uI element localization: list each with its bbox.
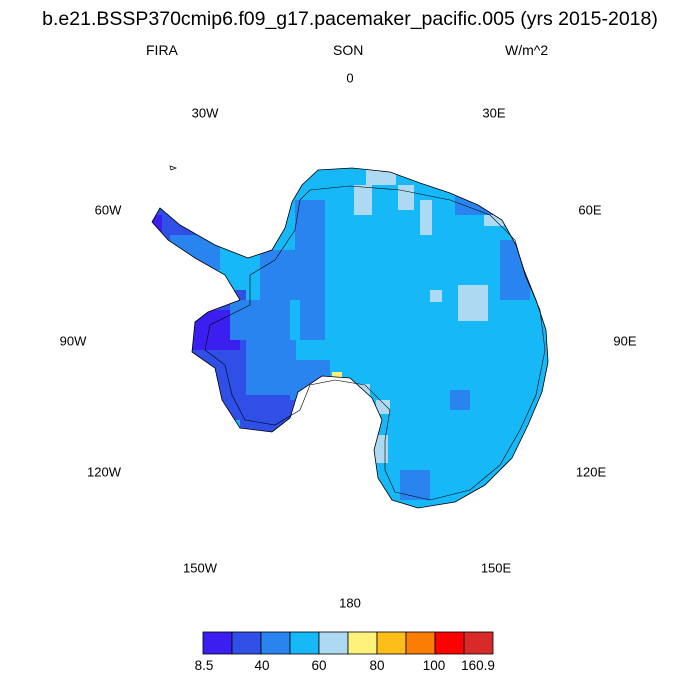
map-cell <box>300 290 325 340</box>
lon-label-120w: 120W <box>87 464 121 480</box>
map-cell <box>430 290 442 302</box>
map-cell <box>450 390 470 410</box>
lon-label-150w: 150W <box>183 560 217 576</box>
variable-label: FIRA <box>146 42 178 58</box>
colorbar-box <box>231 631 262 655</box>
island-outline <box>169 165 178 171</box>
grounding-line <box>204 185 546 501</box>
colorbar-box <box>289 631 320 655</box>
lon-label-30e: 30E <box>482 105 506 121</box>
lon-label-180: 180 <box>339 595 361 611</box>
season-label: SON <box>333 42 364 58</box>
map-cell <box>366 170 396 185</box>
lon-label-60w: 60W <box>94 202 122 218</box>
colorbar-box <box>376 631 407 655</box>
map-cell <box>458 285 488 321</box>
colorbar-box <box>318 631 349 655</box>
lon-label-0: 0 <box>346 70 354 86</box>
lon-label-90e: 90E <box>613 333 637 349</box>
map-cell <box>400 470 430 500</box>
colorbar-label: 60 <box>311 658 327 673</box>
colorbar-label: 160.9 <box>461 658 495 673</box>
colorbar-box <box>347 631 378 655</box>
map-cell <box>295 200 325 300</box>
lon-label-30w: 30W <box>191 105 219 121</box>
map-cell <box>260 250 300 300</box>
colorbar-box <box>463 631 494 655</box>
map-cell <box>398 185 414 210</box>
map-cell <box>376 400 390 414</box>
colorbar-box <box>260 631 291 655</box>
map-cell <box>354 185 372 215</box>
colorbar-label: 8.5 <box>194 658 214 673</box>
colorbar-box <box>202 631 233 655</box>
colorbar-box <box>434 631 465 655</box>
map-cell <box>374 435 388 463</box>
map-cell <box>420 200 432 235</box>
map-title: b.e21.BSSP370cmip6.f09_g17.pacemaker_pac… <box>42 8 658 30</box>
colorbar-label: 100 <box>422 658 446 673</box>
lon-label-150e: 150E <box>480 560 512 576</box>
map-cell <box>230 300 290 340</box>
lon-label-90w: 90W <box>59 333 87 349</box>
map-cell <box>246 340 296 400</box>
colorbar-box <box>405 631 436 655</box>
lon-label-60e: 60E <box>578 202 602 218</box>
colorbar-label: 40 <box>254 658 270 673</box>
lon-label-120e: 120E <box>575 464 607 480</box>
units-label: W/m^2 <box>505 42 549 58</box>
colorbar-label: 80 <box>369 658 385 673</box>
